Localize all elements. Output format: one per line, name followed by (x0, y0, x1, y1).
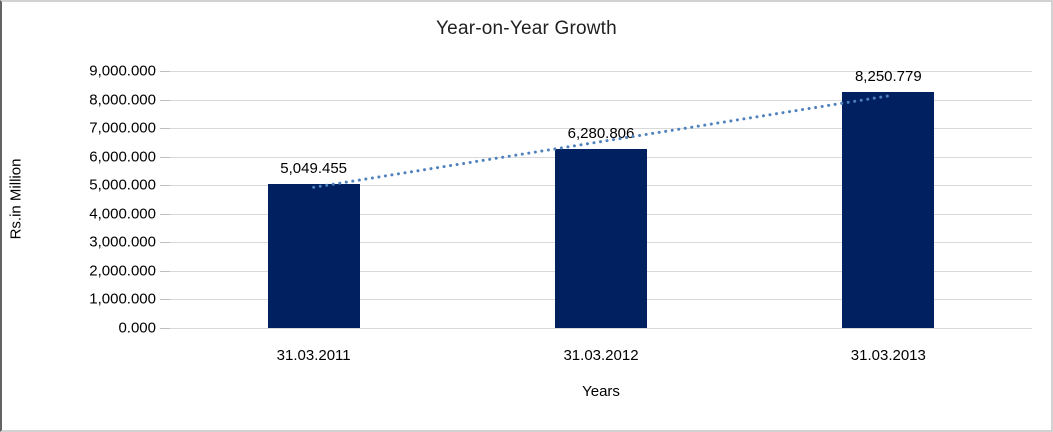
y-axis-tick (160, 71, 170, 72)
y-axis-tick (160, 128, 170, 130)
y-axis-tick (160, 99, 170, 101)
y-tick-label: 1,000.000 (89, 290, 156, 308)
y-tick-label: 2,000.000 (89, 262, 156, 280)
y-axis-tick (160, 299, 170, 301)
y-axis-tick (160, 328, 170, 329)
bar-value-label: 8,250.779 (854, 68, 922, 86)
bar (842, 92, 935, 328)
y-tick-label: 4,000.000 (89, 205, 156, 223)
bar-value-label: 5,049.455 (280, 159, 348, 177)
y-tick-label: 5,000.000 (89, 176, 156, 194)
bar (555, 148, 647, 328)
y-axis-tick (160, 242, 170, 244)
bar-value-label: 6,280.806 (567, 124, 635, 142)
y-axis-tick (160, 270, 170, 272)
y-axis-title: Rs.in Million (7, 158, 25, 240)
x-tick-label: 31.03.2012 (563, 347, 639, 364)
y-tick-label: 3,000.000 (89, 233, 156, 251)
y-axis-tick (160, 156, 170, 158)
y-tick-label: 7,000.000 (89, 119, 156, 137)
x-tick-label: 31.03.2011 (276, 347, 351, 364)
y-tick-label: 0.000 (118, 319, 156, 337)
y-axis-tick (160, 185, 170, 187)
y-tick-label: 8,000.000 (89, 91, 156, 109)
y-tick-label: 6,000.000 (89, 148, 156, 166)
gridline (170, 71, 1032, 72)
bar (267, 183, 360, 328)
y-axis-tick (160, 213, 170, 215)
chart-title: Year-on-Year Growth (436, 18, 617, 39)
gridline (170, 328, 1032, 329)
x-axis-title: Years (582, 383, 620, 400)
x-tick-label: 31.03.2013 (850, 347, 926, 364)
y-tick-label: 9,000.000 (89, 62, 156, 80)
